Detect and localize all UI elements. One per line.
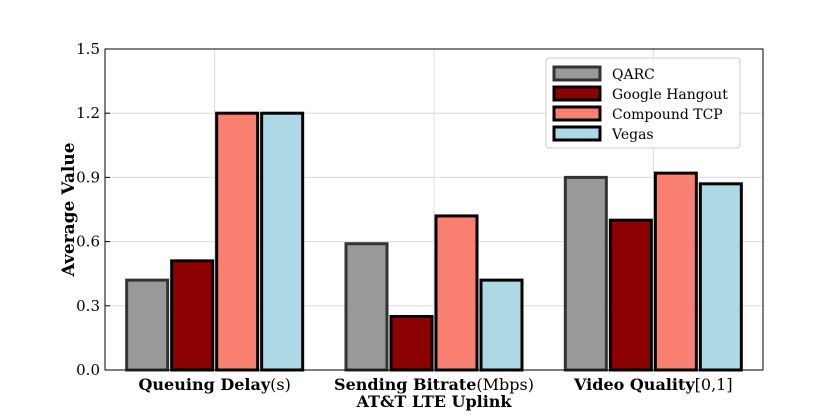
y-axis-label: Average Value — [59, 142, 79, 277]
category-unit: [0,1] — [695, 375, 733, 394]
bar-qarc — [344, 242, 389, 372]
legend-label: Vegas — [611, 127, 654, 143]
bar-google-hangout — [608, 218, 653, 372]
bar-vegas — [698, 182, 743, 372]
bar-vegas — [479, 278, 524, 372]
legend-label: QARC — [612, 67, 655, 83]
legend-label: Compound TCP — [612, 107, 723, 123]
bars — [125, 111, 743, 372]
y-axis-ticks: 0.0 0.3 0.6 0.9 1.2 1.5 — [76, 40, 110, 379]
category-name: Video Quality — [573, 375, 695, 394]
y-tick-label: 0.6 — [76, 233, 100, 251]
bar-vegas — [260, 111, 305, 372]
y-tick-label: 1.2 — [76, 104, 100, 122]
y-tick-label: 0.9 — [76, 168, 100, 186]
x-category-label: Sending Bitrate(Mbps) — [334, 375, 534, 394]
x-axis-label: AT&T LTE Uplink — [356, 392, 513, 411]
legend-swatch — [552, 85, 602, 102]
bar-compound-tcp — [653, 171, 698, 372]
legend-swatch — [552, 65, 602, 82]
bar-google-hangout — [389, 315, 434, 372]
legend: QARC Google Hangout Compound TCP Vegas — [545, 57, 741, 149]
category-name: Queuing Delay — [138, 375, 270, 394]
bar-qarc — [563, 175, 608, 372]
y-tick-label: 0.3 — [76, 297, 100, 315]
x-axis-categories: Queuing Delay(s) Sending Bitrate(Mbps) Vid… — [138, 375, 732, 394]
x-category-label: Queuing Delay(s) — [138, 375, 290, 394]
bar-qarc — [125, 278, 170, 372]
category-unit: (Mbps) — [476, 375, 534, 394]
y-tick-label: 0.0 — [76, 361, 100, 379]
bar-compound-tcp — [434, 214, 479, 372]
legend-swatch — [552, 125, 602, 142]
bar-google-hangout — [170, 259, 215, 372]
legend-swatch — [552, 105, 602, 122]
y-tick-label: 1.5 — [76, 40, 100, 58]
plot-frame — [104, 48, 764, 371]
legend-label: Google Hangout — [612, 87, 728, 103]
category-name: Sending Bitrate — [334, 375, 476, 394]
category-unit: (s) — [270, 375, 291, 394]
x-category-label: Video Quality[0,1] — [573, 375, 733, 394]
bar-compound-tcp — [215, 111, 260, 372]
